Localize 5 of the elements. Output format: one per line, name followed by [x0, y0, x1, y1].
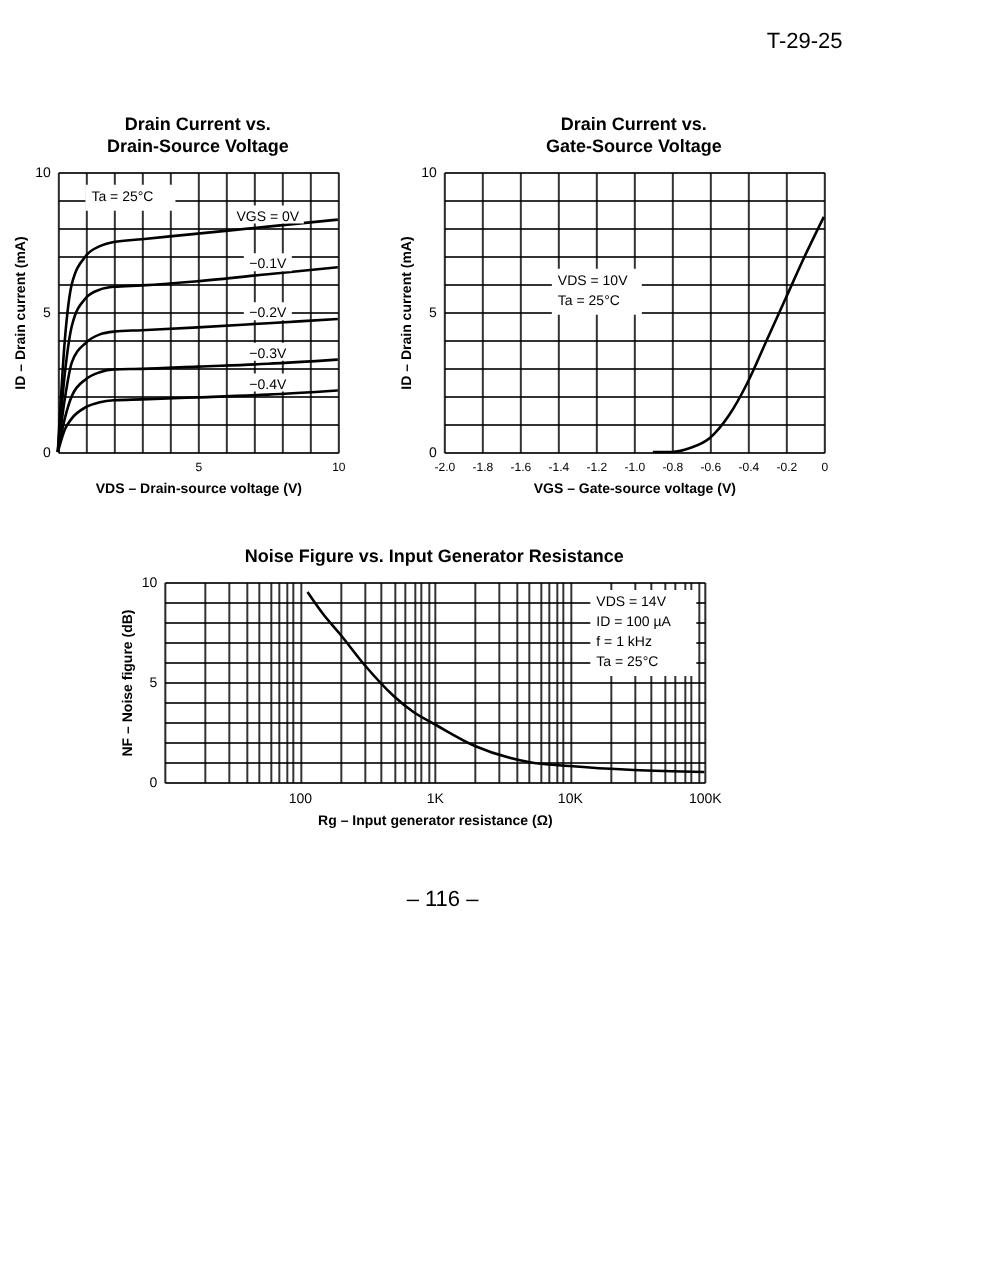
chart-title: Noise Figure vs. Input Generator Resistance: [244, 546, 624, 566]
chart-title: Drain Current vs. Drain-Source Voltage: [106, 114, 289, 156]
chart-title: Drain Current vs. Gate-Source Voltage: [545, 114, 722, 156]
text: – 116 –: [406, 888, 481, 912]
text: T-29-25: [766, 30, 843, 54]
